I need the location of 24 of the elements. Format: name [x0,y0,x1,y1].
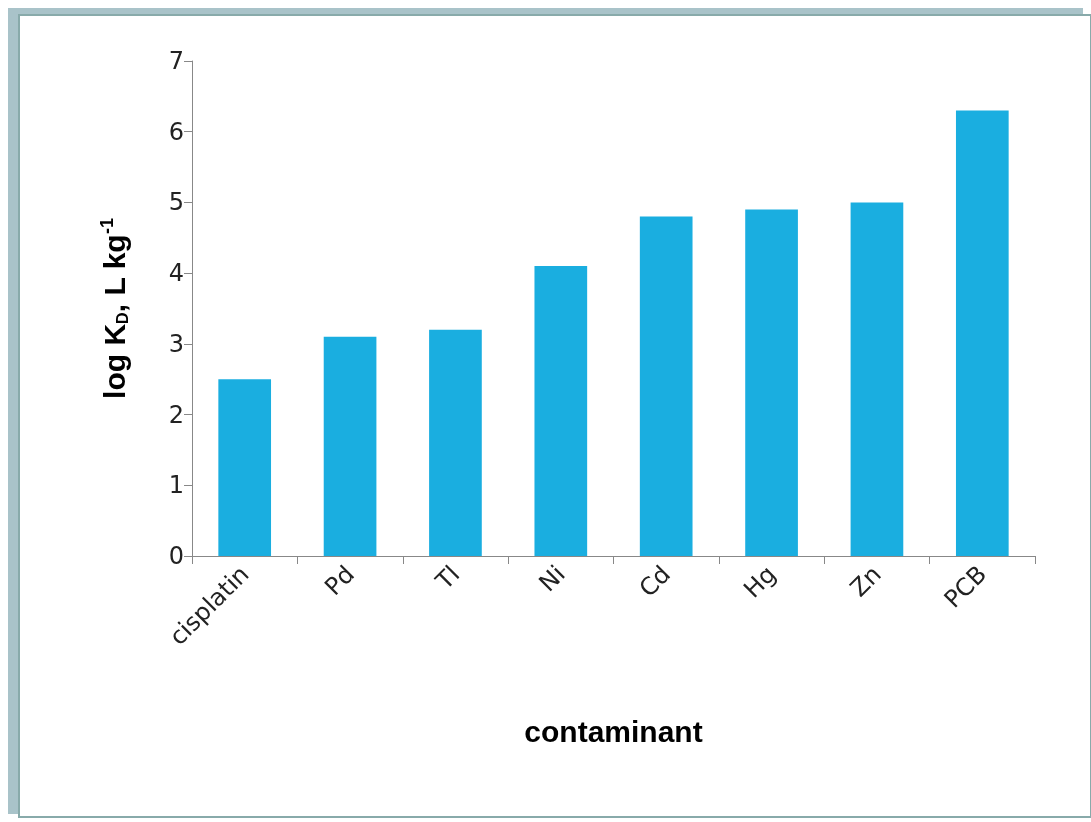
bar [745,209,798,556]
bar [955,110,1009,556]
y-tick-label: 6 [168,117,184,146]
x-tick-label: Tl [429,560,466,596]
x-tick-label: Ni [533,560,571,598]
y-tick-label: 4 [168,259,184,288]
bar [639,216,693,556]
y-tick-label: 0 [168,542,184,570]
bar [850,202,904,556]
bar [534,266,588,556]
x-axis-title: contaminant [524,714,703,748]
y-tick-label: 3 [168,329,184,358]
bar [218,379,272,556]
bar [429,329,482,556]
y-tick-label: 1 [168,471,184,500]
bar [323,336,377,556]
x-tick-label: Pd [319,560,360,601]
y-tick-label: 7 [168,47,184,75]
x-tick-label: Hg [738,560,782,604]
x-tick-label: Cd [633,560,677,603]
y-axis-title: log KD, L kg-1 [97,218,131,399]
x-tick-label: Zn [844,560,887,603]
y-tick-label: 2 [168,400,184,429]
y-tick-label: 5 [168,188,184,217]
